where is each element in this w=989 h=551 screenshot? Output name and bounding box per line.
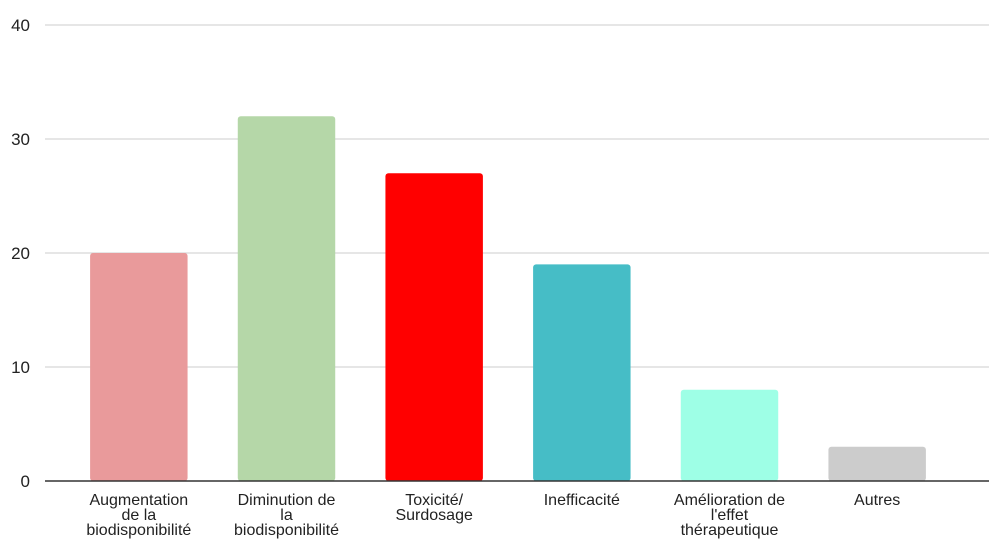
y-tick-label: 10: [11, 358, 30, 377]
y-tick-label: 0: [21, 472, 30, 491]
x-category-label-line: Autres: [854, 492, 900, 509]
x-category-label-line: Amélioration de: [674, 492, 785, 509]
x-category-label: Augmentation de la biodisponibilité: [86, 492, 191, 539]
y-tick-label: 40: [11, 16, 30, 35]
x-category-label-line: biodisponibilité: [86, 522, 191, 539]
x-category-label-line: Toxicité/: [405, 492, 463, 509]
bar: [533, 264, 631, 481]
gridlines: [45, 24, 989, 368]
bar: [237, 116, 336, 481]
x-category-label-line: l'effet: [711, 507, 749, 524]
x-category-label: Autres: [854, 492, 900, 509]
y-axis: 0 10 20 30 40: [11, 16, 30, 491]
bar: [828, 446, 926, 481]
x-category-label-line: Inefficacité: [544, 492, 620, 509]
y-tick-label: 30: [11, 130, 30, 149]
x-category-label-line: la: [280, 507, 293, 524]
x-category-label: Amélioration de l'effet thérapeutique: [674, 492, 785, 539]
x-category-label-line: Augmentation: [89, 492, 188, 509]
x-category-label-line: thérapeutique: [681, 522, 779, 539]
x-category-label-line: Diminution de: [238, 492, 336, 509]
bars: [90, 116, 926, 481]
x-category-label: Diminution de la biodisponibilité: [234, 492, 339, 539]
x-axis: Augmentation de la biodisponibilitéDiminut…: [86, 492, 900, 539]
x-category-label-line: Surdosage: [395, 507, 472, 524]
x-category-label-line: biodisponibilité: [234, 522, 339, 539]
bar: [385, 173, 483, 481]
y-tick-label: 20: [11, 244, 30, 263]
bar: [90, 253, 188, 481]
x-category-label-line: de la: [121, 507, 156, 524]
x-category-label: Inefficacité: [544, 492, 620, 509]
x-category-label: Toxicité/Surdosage: [395, 492, 472, 524]
bar: [680, 389, 779, 481]
